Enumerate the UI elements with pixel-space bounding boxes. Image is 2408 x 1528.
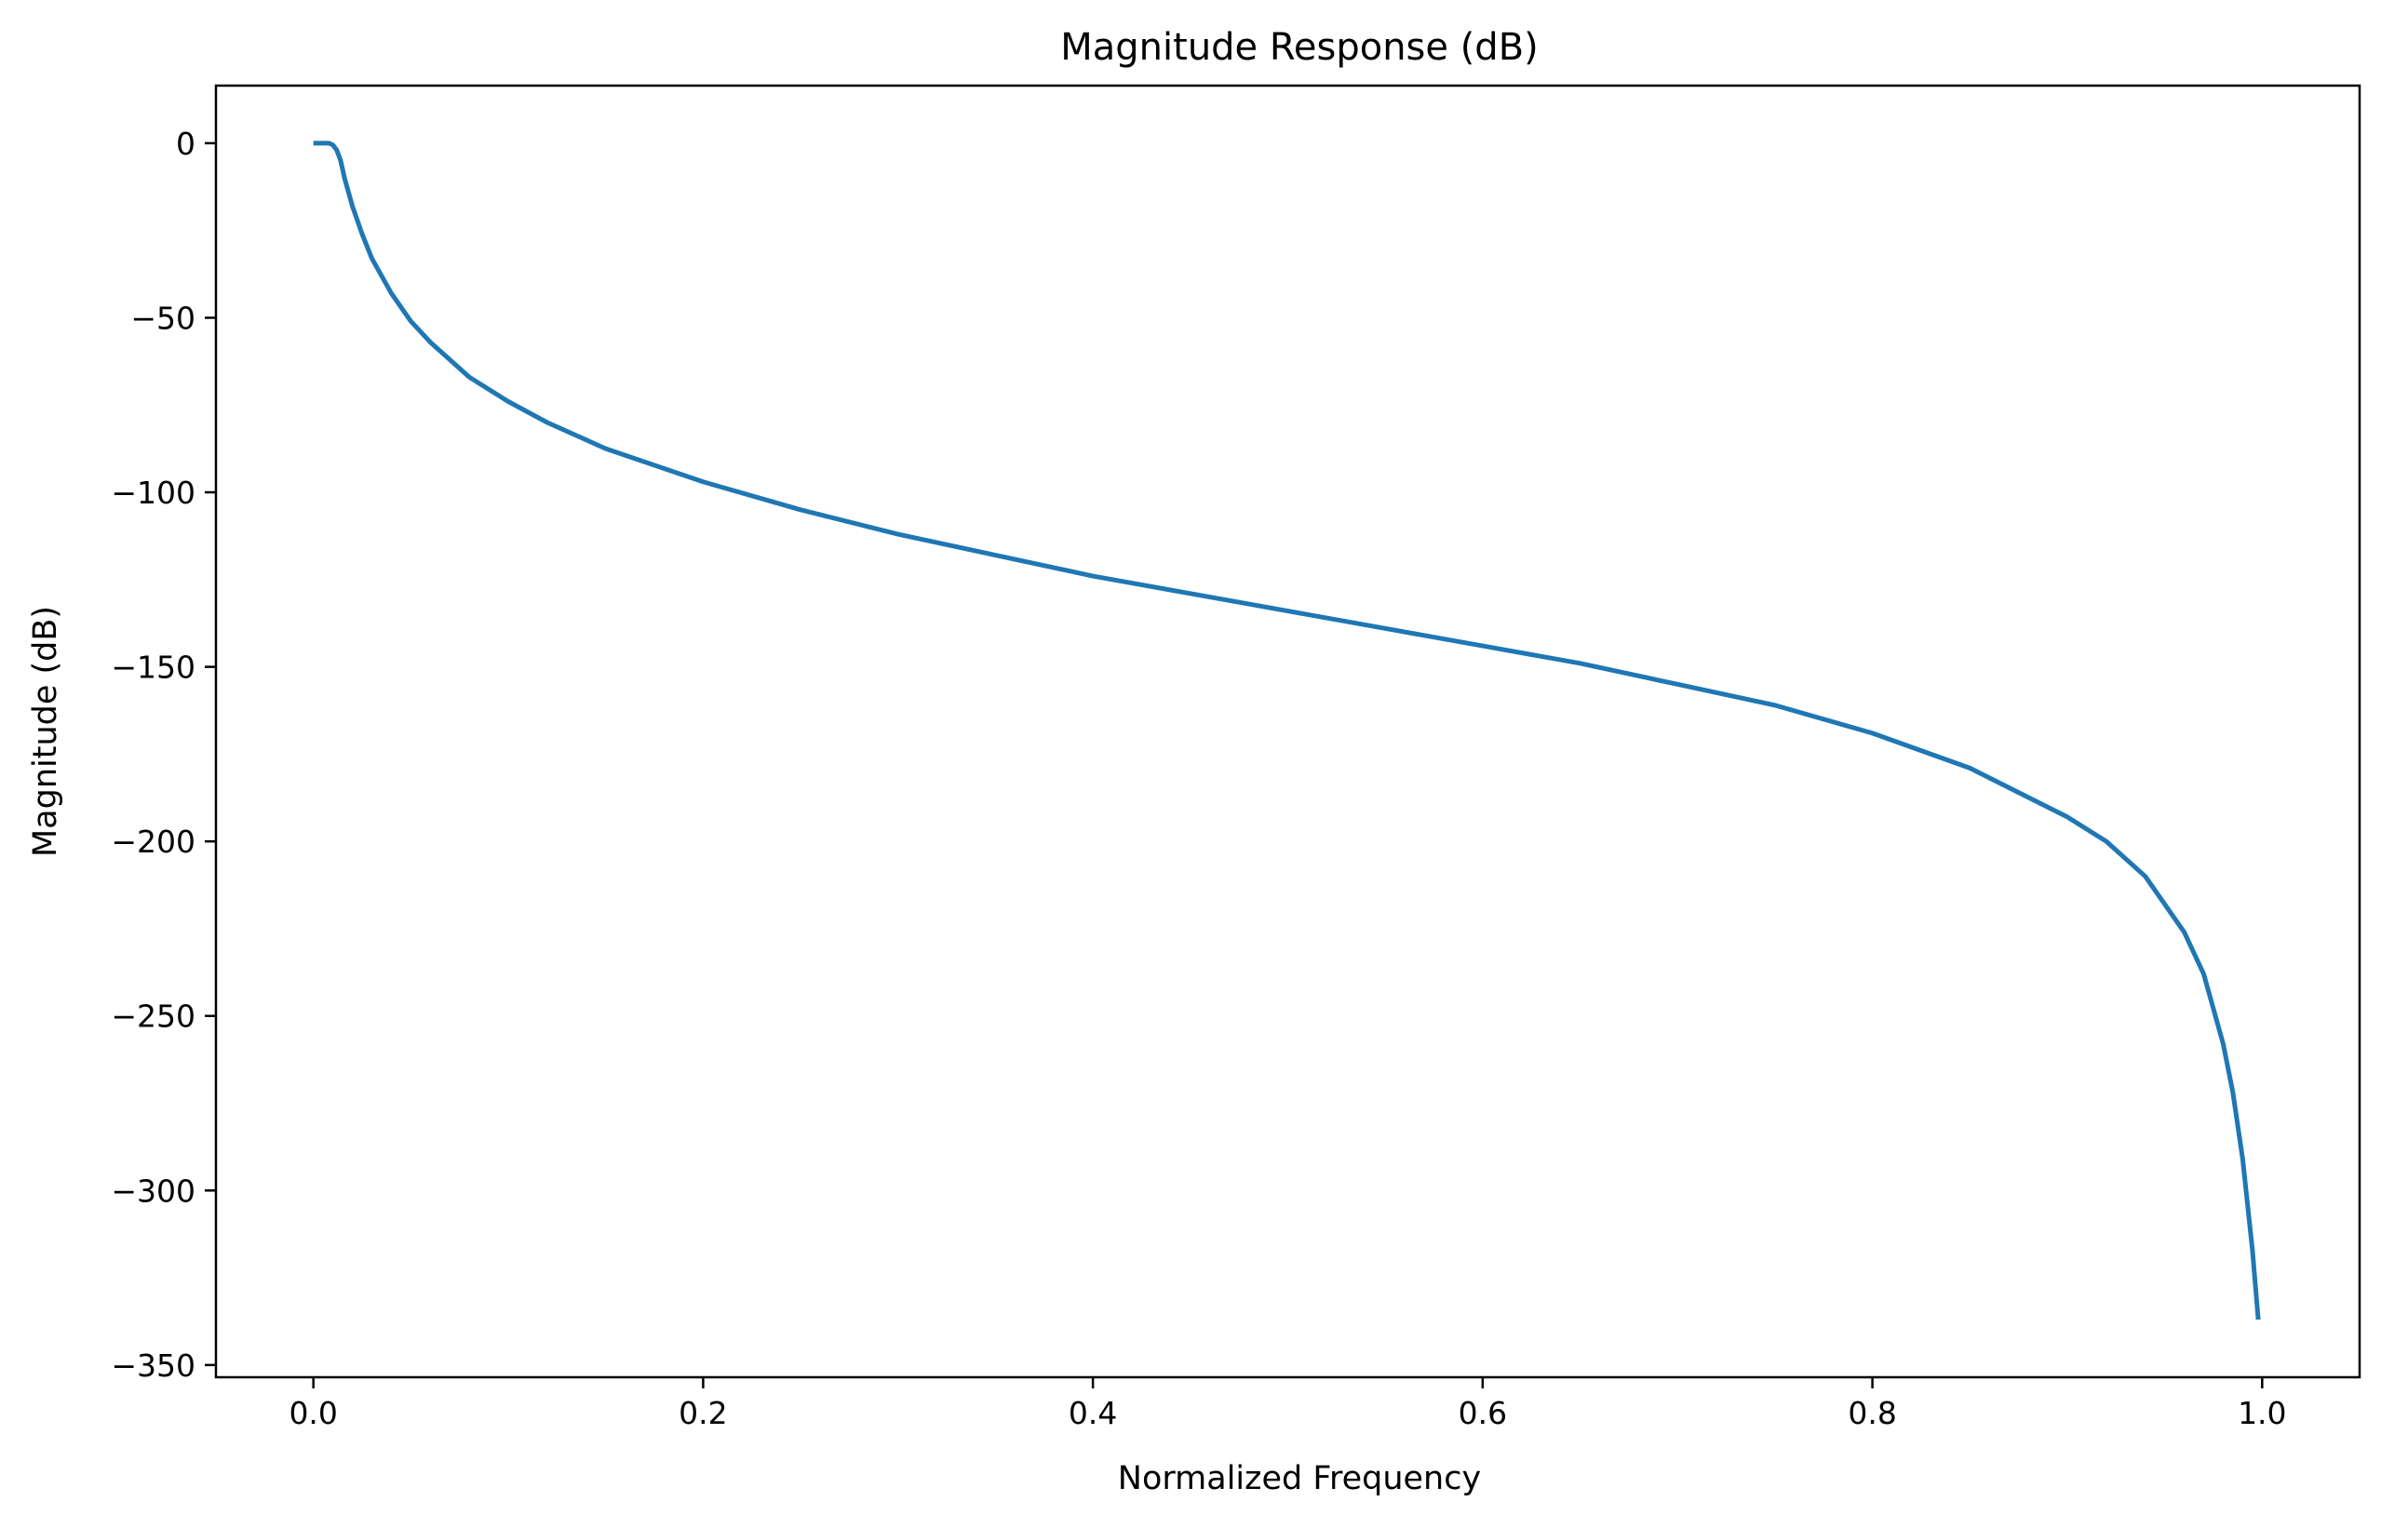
x-axis-label: Normalized Frequency (1118, 1460, 1481, 1497)
y-tick-label: −350 (111, 1347, 195, 1384)
y-tick-label: −200 (111, 824, 195, 860)
axes-frame (214, 84, 2361, 1379)
y-tick-label: −100 (111, 475, 195, 511)
series-line-0 (313, 141, 2261, 1320)
x-tick-label: 0.0 (289, 1395, 337, 1431)
y-tick-label: −300 (111, 1173, 195, 1209)
plot-area: 0.0 0.2 0.4 0.6 0.8 1.0 0 −50 −100 −150 −200 −250 −3… (111, 84, 2361, 1431)
x-tick-label: 0.4 (1069, 1395, 1117, 1431)
y-tick-label: 0 (176, 126, 195, 162)
chart-title: Magnitude Response (dB) (1060, 26, 1539, 69)
y-axis-label: Magnitude (dB) (27, 606, 64, 857)
y-tick-label: −150 (111, 650, 195, 686)
y-tick-label: −250 (111, 999, 195, 1035)
x-tick-label: 0.6 (1459, 1395, 1507, 1431)
x-tick-label: 0.8 (1848, 1395, 1896, 1431)
y-tick-label: −50 (130, 300, 195, 336)
x-tick-label: 1.0 (2238, 1395, 2286, 1431)
x-tick-label: 0.2 (679, 1395, 727, 1431)
